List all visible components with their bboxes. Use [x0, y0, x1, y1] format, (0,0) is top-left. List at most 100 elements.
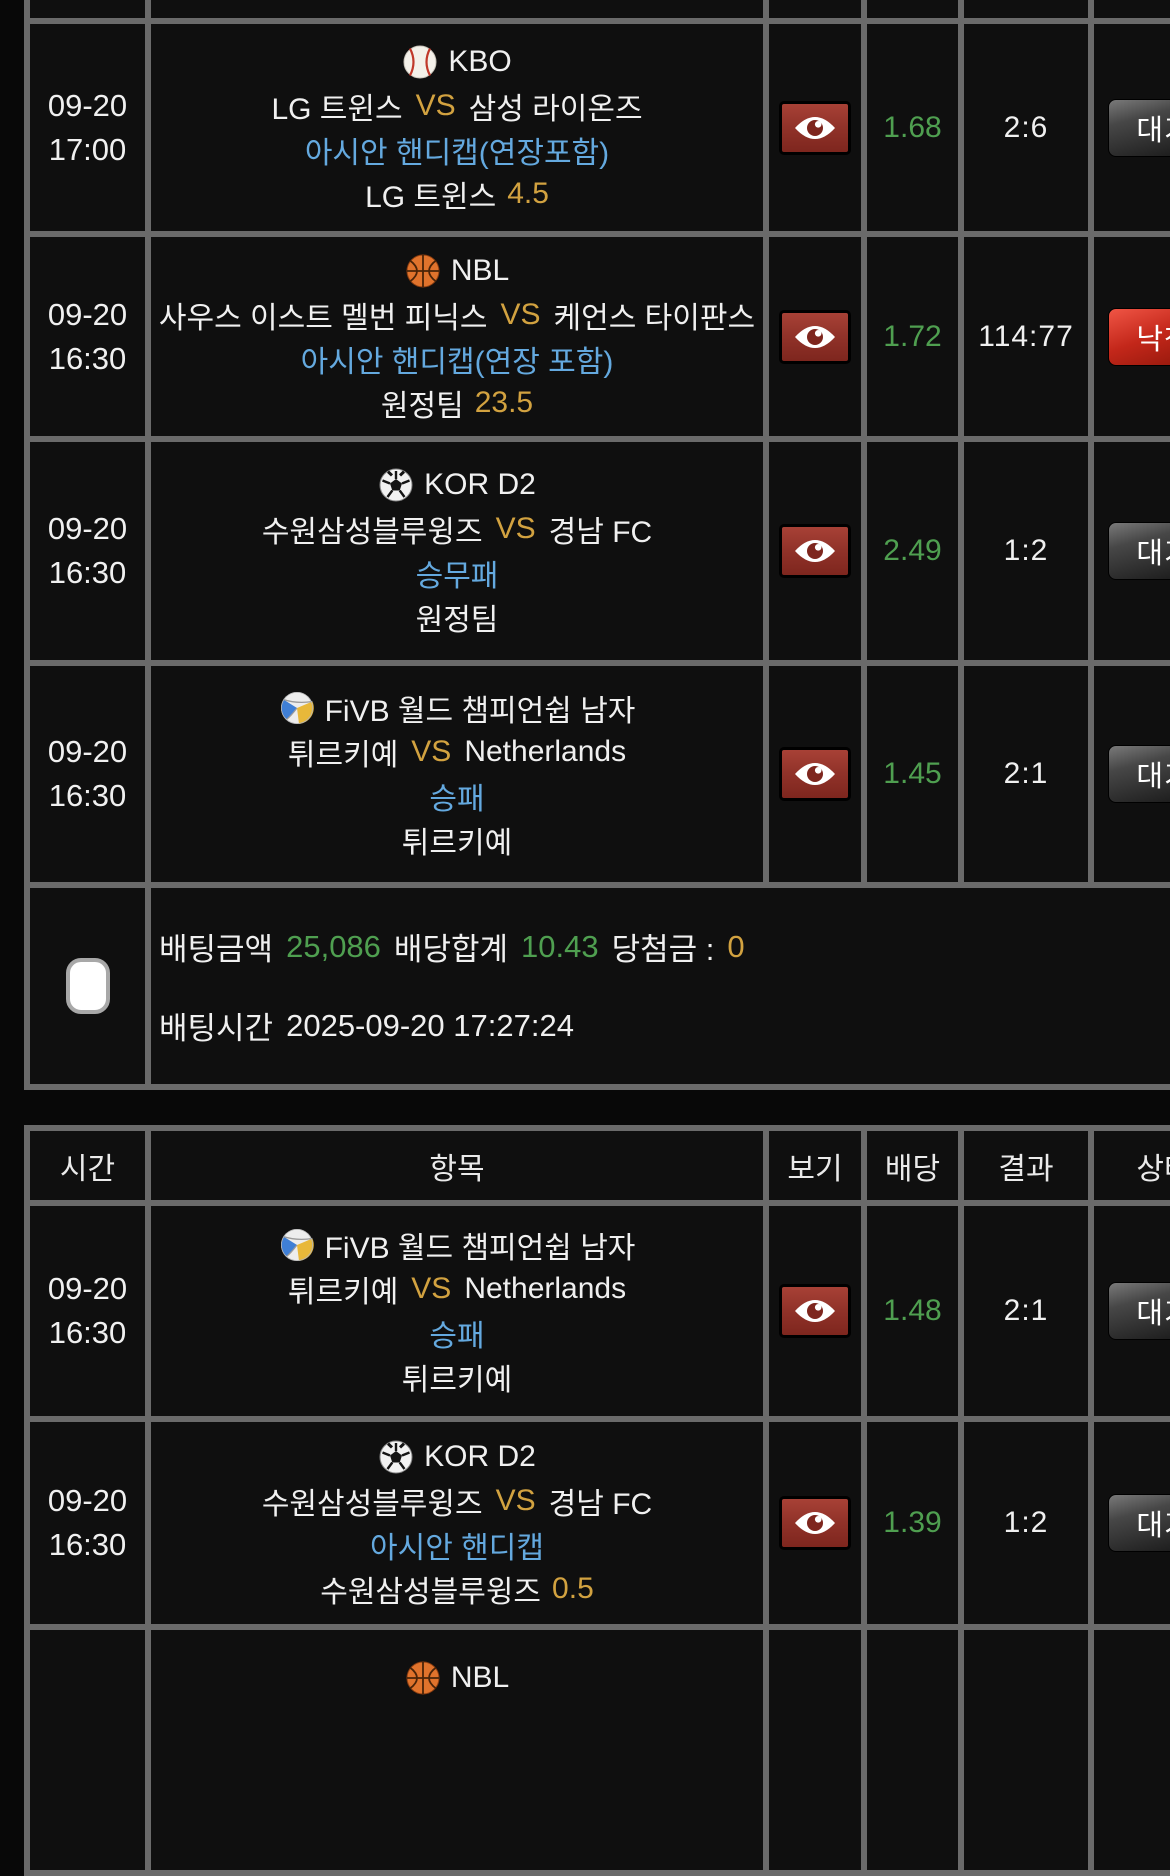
- odds-value: 2.49: [883, 534, 942, 567]
- pick-name: 원정팀: [415, 604, 499, 637]
- match-time: 09-20 16:30: [30, 237, 145, 436]
- view-details-button[interactable]: [779, 524, 851, 578]
- league-name: NBL: [450, 1661, 510, 1694]
- bet-history-table-top: 09-20 17:00 KBO LG 트윈스 VS 삼성 라이온즈 아시안 핸디캡(연장포함…: [24, 0, 1170, 1090]
- odds-cell: 1.72: [867, 237, 958, 436]
- home-team: 사우스 이스트 멜번 피닉스: [158, 301, 488, 335]
- league-line: FiVB 월드 챔피언쉽 남자: [151, 1223, 763, 1267]
- view-details-button[interactable]: [779, 1496, 851, 1550]
- vs-label: VS: [415, 88, 456, 122]
- view-cell: [769, 1630, 861, 1870]
- bet-type-line: 승무패: [151, 551, 763, 595]
- pick-name: 튀르키예: [401, 827, 513, 860]
- score-value: 114:77: [978, 319, 1074, 353]
- soccer-icon: [378, 467, 414, 503]
- bet-type-line: 아시안 핸디캡(연장포함): [151, 128, 763, 172]
- league-line: NBL: [151, 249, 763, 293]
- pick-line: 원정팀 23.5: [151, 381, 763, 425]
- clipped-row-cell: [151, 0, 763, 18]
- select-bet-checkbox[interactable]: [65, 958, 110, 1014]
- bet-type-label: 승패: [429, 783, 485, 816]
- column-header-view: 보기: [769, 1131, 861, 1200]
- match-time: 09-20 16:30: [30, 442, 145, 660]
- pick-handicap-value: 23.5: [474, 385, 534, 419]
- league-name: FiVB 월드 챔피언쉽 남자: [324, 695, 636, 728]
- league-line: KBO: [151, 40, 763, 84]
- clipped-row-cell: [964, 0, 1088, 18]
- match-start-time: 16:30: [48, 1315, 127, 1350]
- view-cell: [769, 666, 861, 882]
- clipped-row-cell: [1094, 0, 1170, 18]
- teams-line: 튀르키예 VS Netherlands: [151, 730, 763, 774]
- league-name: KBO: [448, 44, 512, 78]
- column-header-result: 결과: [964, 1131, 1088, 1200]
- view-details-button[interactable]: [779, 747, 851, 801]
- match-item: NBL: [151, 1630, 763, 1870]
- match-date: 09-20: [47, 511, 128, 546]
- result-cell: 2:1: [964, 1206, 1088, 1416]
- teams-line: 수원삼성블루윙즈 VS 경남 FC: [151, 1479, 763, 1523]
- soccer-icon: [378, 1439, 414, 1475]
- win-amount-label: 당첨금 :: [611, 932, 715, 967]
- volleyball-icon: [279, 1227, 315, 1263]
- pick-line: 원정팀: [151, 595, 763, 639]
- basketball-icon: [405, 1660, 441, 1696]
- view-details-button[interactable]: [779, 1284, 851, 1338]
- match-start-time: 16:30: [48, 555, 127, 590]
- status-cell: 낙첨: [1094, 237, 1170, 436]
- odds-cell: [867, 1630, 958, 1870]
- eye-icon: [795, 116, 835, 139]
- status-badge: 낙첨: [1108, 307, 1170, 366]
- vs-label: VS: [500, 297, 541, 331]
- result-cell: 2:1: [964, 666, 1088, 882]
- win-amount-value: 0: [727, 928, 745, 964]
- league-line: FiVB 월드 챔피언쉽 남자: [151, 686, 763, 730]
- result-cell: 114:77: [964, 237, 1088, 436]
- bet-history-table-bottom: 시간항목보기배당결과상태 09-20 16:30 FiVB 월드 챔피언쉽 남자튀르키…: [24, 1125, 1170, 1876]
- odds-cell: 1.45: [867, 666, 958, 882]
- home-team: 수원삼성블루윙즈: [261, 1488, 483, 1521]
- odds-total-label: 배당합계: [393, 932, 509, 967]
- view-cell: [769, 1206, 861, 1416]
- column-header-status: 상태: [1094, 1131, 1170, 1200]
- match-start-time: 17:00: [48, 131, 127, 167]
- view-details-button[interactable]: [779, 100, 851, 155]
- teams-line: 튀르키예 VS Netherlands: [151, 1267, 763, 1311]
- match-start-time: 16:30: [48, 340, 127, 376]
- away-team: Netherlands: [464, 735, 627, 768]
- league-name: KOR D2: [424, 468, 536, 501]
- pick-line: LG 트윈스 4.5: [151, 172, 763, 216]
- bet-type-line: 아시안 핸디캡: [151, 1523, 763, 1567]
- league-line: KOR D2: [151, 463, 763, 507]
- bet-time-label: 배팅시간: [159, 1011, 274, 1046]
- bet-type-label: 승무패: [415, 560, 499, 593]
- teams-line: LG 트윈스 VS 삼성 라이온즈: [151, 84, 763, 128]
- away-team: 경남 FC: [548, 516, 653, 549]
- match-date: 09-20: [47, 1483, 128, 1518]
- match-date: 09-20: [47, 87, 128, 123]
- status-cell: 대기: [1094, 1206, 1170, 1416]
- pick-line: 튀르키예: [151, 818, 763, 862]
- column-header-time: 시간: [30, 1131, 145, 1200]
- odds-cell: 2.49: [867, 442, 958, 660]
- league-line: NBL: [151, 1656, 763, 1700]
- home-team: LG 트윈스: [271, 92, 403, 126]
- result-cell: 1:2: [964, 1422, 1088, 1624]
- away-team: 케언스 타이판스: [553, 301, 756, 335]
- view-details-button[interactable]: [779, 309, 851, 364]
- home-team: 수원삼성블루윙즈: [261, 516, 483, 549]
- view-cell: [769, 1422, 861, 1624]
- pick-handicap-value: 0.5: [552, 1572, 594, 1605]
- bet-amount-label: 배팅금액: [159, 932, 274, 967]
- eye-icon: [795, 325, 835, 348]
- odds-total-value: 10.43: [521, 928, 599, 964]
- vs-label: VS: [495, 1484, 536, 1517]
- away-team: 삼성 라이온즈: [468, 92, 643, 126]
- match-time: 09-20 17:00: [30, 24, 145, 231]
- score-value: 1:2: [1003, 534, 1049, 567]
- odds-value: 1.68: [883, 110, 942, 144]
- odds-value: 1.39: [883, 1506, 942, 1539]
- odds-cell: 1.39: [867, 1422, 958, 1624]
- column-header-odds: 배당: [867, 1131, 958, 1200]
